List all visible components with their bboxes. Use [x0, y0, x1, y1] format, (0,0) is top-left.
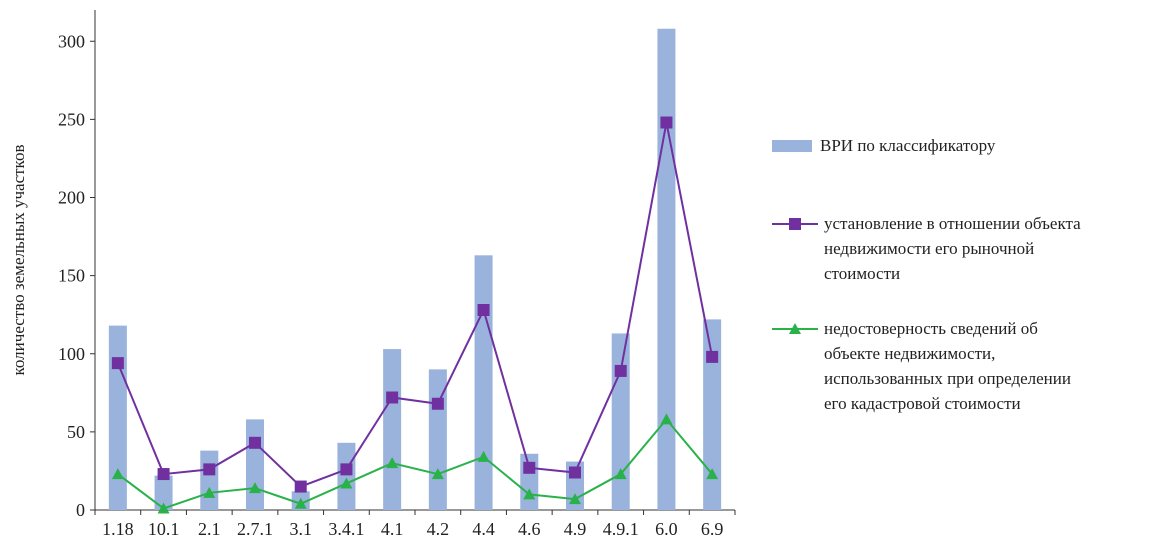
- y-tick-label: 150: [58, 266, 85, 286]
- x-tick-label: 4.1: [381, 519, 404, 539]
- bar: [383, 349, 402, 510]
- square-point: [294, 480, 307, 493]
- square-point: [386, 391, 399, 404]
- y-tick-label: 250: [58, 109, 85, 129]
- bar: [474, 255, 493, 510]
- legend-text-market: установление в отношении объекта недвижи…: [824, 211, 1081, 286]
- square-point: [203, 463, 216, 476]
- tick-labels: 0 50 100 150 200 250 300 1.18 10.1 2.1 2.7.1 3.1 3.4…: [58, 31, 723, 539]
- triangle-point: [523, 488, 536, 500]
- square-point: [431, 397, 444, 410]
- legend-text-bars: ВРИ по классификатору: [820, 133, 995, 158]
- y-axis-label: количество земельных участков: [9, 145, 28, 376]
- x-tick-label: 4.9: [564, 519, 587, 539]
- triangle-point: [614, 468, 627, 480]
- x-tick-label: 3.1: [289, 519, 312, 539]
- square-point: [706, 350, 719, 363]
- legend-line: ВРИ по классификатору: [820, 136, 996, 155]
- triangle-point: [477, 450, 490, 462]
- triangle-point: [157, 502, 170, 514]
- y-tick-label: 200: [58, 188, 85, 208]
- square-point: [157, 468, 170, 481]
- chart-svg: 0 50 100 150 200 250 300 1.18 10.1 2.1 2.7.1 3.1 3.4…: [9, 10, 736, 539]
- square-point: [614, 364, 627, 377]
- x-tick-label: 4.2: [427, 519, 450, 539]
- triangle-point: [340, 477, 353, 489]
- axes: [90, 10, 736, 515]
- legend-swatch-inaccuracy: [772, 323, 818, 334]
- square-point: [569, 466, 581, 479]
- legend-text-inaccuracy: недостоверность сведений об объекте недв…: [824, 316, 1071, 416]
- legend-line: его кадастровой стоимости: [824, 394, 1021, 413]
- x-tick-label: 2.7.1: [237, 519, 273, 539]
- legend-line: стоимости: [824, 264, 901, 283]
- bar: [337, 442, 356, 510]
- legend-item-inaccuracy: недостоверность сведений об объекте недв…: [772, 316, 1071, 416]
- legend-swatch-bar: [772, 140, 812, 152]
- x-tick-label: 6.0: [655, 519, 678, 539]
- x-tick-label: 2.1: [198, 519, 221, 539]
- triangle-point: [249, 482, 261, 494]
- legend-line: объекте недвижимости,: [824, 344, 996, 363]
- y-tick-label: 0: [76, 500, 85, 520]
- y-tick-label: 300: [58, 31, 85, 51]
- series-line: [117, 417, 713, 510]
- bar: [657, 28, 676, 510]
- legend-item-market: установление в отношении объекта недвижи…: [772, 211, 1081, 286]
- triangle-point: [386, 457, 399, 469]
- triangle-point: [706, 468, 719, 480]
- bar: [154, 475, 173, 510]
- y-tick-label: 50: [67, 422, 85, 442]
- x-tick-label: 10.1: [148, 519, 180, 539]
- triangle-point: [294, 497, 307, 509]
- bar: [703, 319, 722, 510]
- bar: [246, 419, 264, 510]
- triangle-point: [203, 486, 216, 498]
- legend-swatch-market: [772, 218, 818, 230]
- x-tick-label: 1.18: [102, 519, 134, 539]
- legend-item-bars: ВРИ по классификатору: [772, 133, 995, 158]
- square-point: [249, 436, 261, 449]
- square-point: [111, 357, 124, 370]
- x-tick-label: 3.4.1: [328, 519, 364, 539]
- bar: [108, 325, 127, 510]
- x-tick-label: 4.6: [518, 519, 541, 539]
- square-point: [477, 304, 490, 316]
- bar: [200, 450, 219, 510]
- square-point: [660, 116, 673, 129]
- triangle-point: [569, 493, 581, 505]
- bar: [611, 333, 630, 510]
- x-tick-label: 4.4: [472, 519, 495, 539]
- legend-line: установление в отношении объекта: [824, 214, 1081, 233]
- x-tick-label: 4.9.1: [603, 519, 639, 539]
- triangle-point: [660, 413, 673, 425]
- square-point: [340, 463, 353, 476]
- legend-line: недвижимости его рыночной: [824, 239, 1035, 258]
- legend-line: использованных при определении: [824, 369, 1071, 388]
- legend-line: недостоверность сведений об: [824, 319, 1038, 338]
- series-line: [116, 122, 714, 488]
- triangle-point: [111, 468, 124, 480]
- y-tick-label: 100: [58, 344, 85, 364]
- square-point: [523, 461, 536, 474]
- triangle-point: [431, 468, 444, 480]
- x-tick-label: 6.9: [701, 519, 724, 539]
- line-series: [111, 116, 719, 514]
- bar-series: [108, 28, 722, 510]
